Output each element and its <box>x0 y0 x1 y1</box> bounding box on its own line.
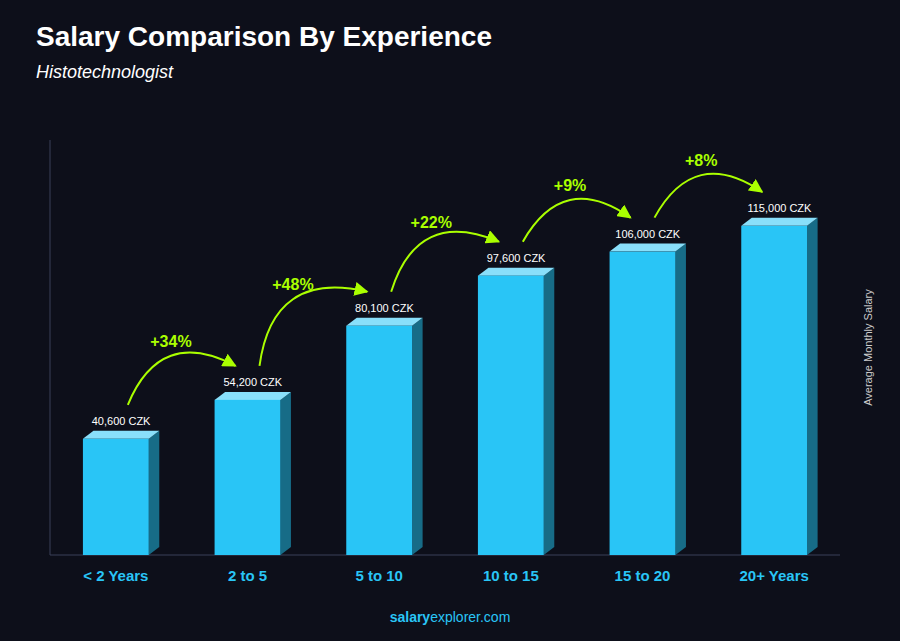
change-label: +9% <box>554 177 586 194</box>
bar <box>741 226 807 555</box>
bar <box>346 326 412 555</box>
data-label: 115,000 CZK <box>747 202 812 214</box>
data-label: 97,600 CZK <box>487 252 546 264</box>
change-arc <box>391 232 499 292</box>
data-label: 54,200 CZK <box>223 376 282 388</box>
bar-top <box>83 431 159 439</box>
y-axis-line <box>50 140 51 555</box>
change-arc <box>523 199 631 242</box>
x-tick-label: 2 to 5 <box>228 567 267 584</box>
bar <box>215 400 281 555</box>
bar-top <box>346 318 422 326</box>
footer-part: salary <box>390 609 431 625</box>
x-tick-label: < 2 Years <box>83 567 148 584</box>
change-label: +48% <box>272 276 313 293</box>
bar-top <box>478 268 554 276</box>
background <box>0 0 900 641</box>
chart-container: Salary Comparison By Experience Histotech… <box>0 0 900 641</box>
bar-top <box>215 392 291 400</box>
bar-side <box>412 318 423 555</box>
subtitle: Histotechnologist <box>36 62 174 82</box>
footer-part: explorer.com <box>430 609 510 625</box>
x-tick-label: 5 to 10 <box>355 567 403 584</box>
change-arc <box>260 288 368 366</box>
data-label: 40,600 CZK <box>92 415 151 427</box>
bar-side <box>807 218 818 555</box>
data-label: 80,100 CZK <box>355 302 414 314</box>
x-tick-label: 20+ Years <box>739 567 808 584</box>
change-arc <box>655 174 763 218</box>
bar-top <box>741 218 817 226</box>
y-axis-label: Average Monthly Salary <box>862 289 874 406</box>
chart: Salary Comparison By Experience Histotech… <box>0 0 900 641</box>
bar-top <box>610 244 686 252</box>
bar <box>83 439 149 555</box>
change-label: +34% <box>150 333 191 350</box>
bar-side <box>544 268 555 555</box>
bar <box>478 276 544 555</box>
x-tick-label: 10 to 15 <box>483 567 539 584</box>
x-axis-line <box>50 555 840 556</box>
bar <box>610 252 676 555</box>
title: Salary Comparison By Experience <box>36 21 492 52</box>
x-axis: < 2 Years 2 to 5 5 to 10 10 to 15 15 to 20 20… <box>83 567 809 584</box>
footer: salaryexplorer.com <box>390 609 511 625</box>
change-arcs: +34% +48% +22% +9% +8% <box>128 152 762 405</box>
bars <box>83 218 818 555</box>
bar-side <box>149 431 160 555</box>
data-label: 106,000 CZK <box>615 228 680 240</box>
change-label: +8% <box>685 152 717 169</box>
change-label: +22% <box>411 214 452 231</box>
change-arc <box>128 353 236 405</box>
bar-side <box>280 392 291 555</box>
bar-side <box>675 244 686 555</box>
data-labels: 40,600 CZK 54,200 CZK 80,100 CZK 97,600 CZK… <box>92 202 812 427</box>
x-tick-label: 15 to 20 <box>615 567 671 584</box>
